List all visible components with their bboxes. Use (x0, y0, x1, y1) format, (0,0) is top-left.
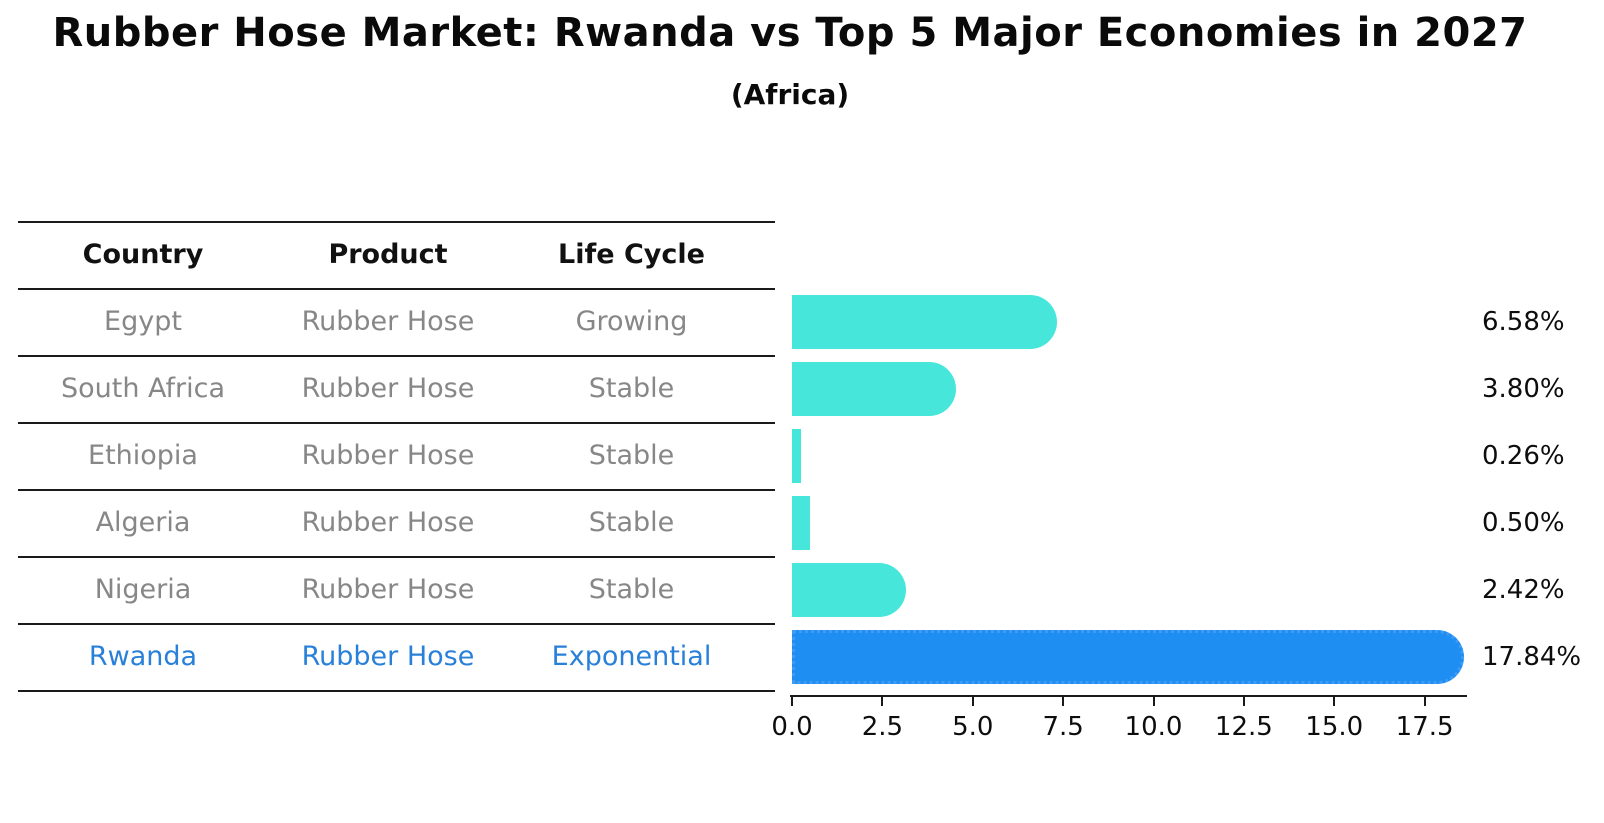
cell-life-cycle: Stable (588, 373, 675, 404)
bar-ethiopia (792, 428, 802, 483)
cell-life-cycle: Exponential (551, 641, 712, 672)
cell-product: Rubber Hose (301, 641, 475, 672)
bar-rwanda (792, 629, 1464, 684)
value-label-egypt: 6.58% (1482, 306, 1565, 337)
cell-life-cycle: Growing (575, 306, 688, 337)
x-tick-label: 7.5 (1042, 712, 1084, 742)
x-tick (1423, 697, 1426, 706)
x-tick-label: 10.0 (1124, 712, 1183, 742)
x-axis-line (790, 695, 1467, 697)
country-table: Country Product Life Cycle Egypt Rubber … (18, 221, 775, 692)
x-tick (1242, 697, 1245, 706)
x-tick-label: 12.5 (1214, 712, 1273, 742)
x-tick-label: 5.0 (952, 712, 994, 742)
bar-algeria (792, 495, 811, 550)
cell-country: Ethiopia (88, 440, 198, 471)
cell-country: Algeria (95, 507, 191, 538)
x-tick (791, 697, 793, 706)
table-row: South Africa Rubber Hose Stable (18, 355, 775, 422)
bar-nigeria (792, 562, 907, 617)
x-tick (1062, 697, 1065, 706)
x-tick (881, 697, 884, 706)
value-label-nigeria: 2.42% (1482, 574, 1565, 605)
x-tick (971, 697, 974, 706)
cell-life-cycle: Stable (588, 507, 675, 538)
table-row: Algeria Rubber Hose Stable (18, 489, 775, 556)
cell-product: Rubber Hose (301, 373, 475, 404)
table-row: Ethiopia Rubber Hose Stable (18, 422, 775, 489)
x-tick-label: 2.5 (861, 712, 904, 742)
value-label-algeria: 0.50% (1482, 507, 1565, 538)
x-tick-label: 0.0 (771, 712, 813, 742)
column-header-product: Product (328, 239, 448, 270)
x-tick-label: 15.0 (1305, 712, 1364, 742)
cell-product: Rubber Hose (301, 574, 475, 605)
cell-country: South Africa (60, 373, 226, 404)
x-tick-label: 17.5 (1395, 712, 1454, 742)
cell-country: Rwanda (88, 641, 198, 672)
cell-product: Rubber Hose (301, 306, 475, 337)
chart-title: Rubber Hose Market: Rwanda vs Top 5 Majo… (52, 10, 1528, 56)
cell-life-cycle: Stable (588, 440, 675, 471)
column-header-country: Country (82, 239, 204, 270)
x-tick (1333, 697, 1336, 706)
column-header-life-cycle: Life Cycle (558, 239, 705, 270)
value-label-south-africa: 3.80% (1482, 373, 1565, 404)
table-row: Nigeria Rubber Hose Stable (18, 556, 775, 623)
value-label-ethiopia: 0.26% (1482, 440, 1565, 471)
cell-product: Rubber Hose (301, 507, 475, 538)
x-tick (1152, 697, 1155, 706)
chart-subtitle: (Africa) (730, 78, 850, 111)
bar-south-africa (792, 361, 957, 416)
table-row: Egypt Rubber Hose Growing (18, 288, 775, 355)
value-label-rwanda: 17.84% (1482, 641, 1582, 672)
cell-life-cycle: Stable (588, 574, 675, 605)
cell-country: Egypt (104, 306, 182, 337)
cell-country: Nigeria (94, 574, 192, 605)
table-row: Rwanda Rubber Hose Exponential (18, 623, 775, 690)
table-header-row: Country Product Life Cycle (18, 221, 775, 288)
bar-egypt (792, 294, 1057, 349)
cell-product: Rubber Hose (301, 440, 475, 471)
